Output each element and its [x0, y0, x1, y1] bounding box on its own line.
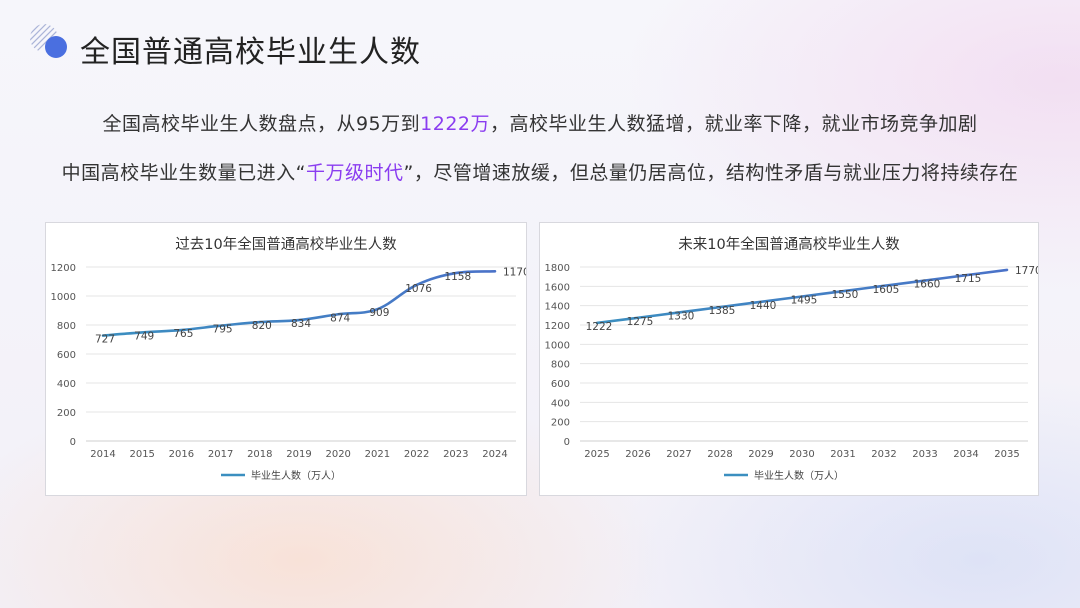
data-label: 1222	[586, 321, 613, 333]
data-point	[1006, 269, 1009, 272]
intro-line-2-highlight: 千万级时代	[305, 162, 404, 184]
data-label: 727	[95, 334, 115, 346]
x-tick-label: 2028	[707, 449, 732, 460]
y-tick-label: 200	[57, 408, 76, 419]
y-tick-label: 400	[551, 398, 570, 409]
intro-line-1-highlight: 1222万	[420, 113, 491, 135]
y-tick-label: 1000	[51, 292, 76, 303]
data-label: 1330	[668, 310, 695, 322]
data-label: 1550	[832, 289, 859, 301]
y-tick-label: 1200	[51, 263, 76, 274]
intro-line-2: 中国高校毕业生数量已进入“千万级时代”，尽管增速放缓，但总量仍居高位，结构性矛盾…	[0, 158, 1080, 185]
data-label: 1715	[955, 273, 982, 285]
legend-label: 毕业生人数（万人）	[251, 469, 341, 482]
intro-line-1: 全国高校毕业生人数盘点，从95万到1222万，高校毕业生人数猛增，就业率下降，就…	[0, 109, 1080, 136]
data-label: 874	[330, 312, 350, 324]
x-tick-label: 2018	[247, 449, 272, 460]
x-tick-label: 2019	[286, 449, 311, 460]
data-label: 1275	[627, 316, 654, 328]
x-tick-label: 2029	[748, 449, 773, 460]
y-tick-label: 600	[57, 350, 76, 361]
y-tick-label: 800	[57, 321, 76, 332]
x-tick-label: 2015	[129, 449, 154, 460]
title-decoration-icon	[30, 24, 67, 58]
y-tick-label: 1600	[545, 282, 570, 293]
x-tick-label: 2033	[912, 449, 937, 460]
x-tick-label: 2023	[443, 449, 468, 460]
y-tick-label: 1000	[545, 340, 570, 351]
x-tick-label: 2025	[584, 449, 609, 460]
y-tick-label: 1400	[545, 302, 570, 313]
y-tick-label: 400	[57, 379, 76, 390]
intro-line-1-text-before: 全国高校毕业生人数盘点，从95万到	[102, 113, 421, 135]
x-tick-label: 2026	[625, 449, 650, 460]
x-tick-label: 2020	[325, 449, 350, 460]
x-tick-label: 2032	[871, 449, 896, 460]
data-label: 1158	[444, 271, 471, 283]
chart-card-future: 未来10年全国普通高校毕业生人数 0 200 400 600 800 1000 1200 140…	[539, 222, 1039, 496]
x-tick-label: 2035	[994, 449, 1019, 460]
data-label: 1660	[914, 279, 941, 291]
data-label: 1385	[709, 305, 736, 317]
data-label: 1605	[873, 284, 900, 296]
y-tick-label: 600	[551, 379, 570, 390]
series-line	[595, 268, 1009, 325]
data-label: 749	[134, 330, 154, 342]
x-tick-label: 2024	[482, 449, 507, 460]
x-tick-label: 2030	[789, 449, 814, 460]
chart-title: 过去10年全国普通高校毕业生人数	[175, 235, 397, 253]
data-label: 795	[213, 324, 233, 336]
data-label: 1495	[791, 294, 818, 306]
x-tick-label: 2017	[208, 449, 233, 460]
data-label: 1076	[405, 283, 432, 295]
data-label: 1770	[1015, 265, 1038, 277]
data-label: 1170	[503, 266, 526, 278]
data-label: 820	[252, 320, 272, 332]
data-label: 834	[291, 318, 311, 330]
x-tick-label: 2014	[90, 449, 115, 460]
x-tick-label: 2022	[404, 449, 429, 460]
chart-card-past: 过去10年全国普通高校毕业生人数 0 200 400 600 800 1000 1200 201…	[45, 222, 527, 496]
data-label: 765	[173, 328, 193, 340]
series-line	[101, 270, 497, 337]
data-point	[494, 270, 497, 273]
y-tick-label: 0	[564, 437, 570, 448]
x-tick-label: 2016	[169, 449, 194, 460]
x-tick-label: 2021	[365, 449, 390, 460]
x-tick-label: 2031	[830, 449, 855, 460]
chart-title: 未来10年全国普通高校毕业生人数	[678, 235, 900, 253]
y-tick-label: 0	[70, 437, 76, 448]
y-tick-label: 200	[551, 418, 570, 429]
legend-label: 毕业生人数（万人）	[754, 469, 844, 482]
y-tick-label: 1200	[545, 321, 570, 332]
intro-line-2-text-after: ”，尽管增速放缓，但总量仍居高位，结构性矛盾与就业压力将持续存在	[403, 162, 1019, 184]
x-tick-label: 2034	[953, 449, 978, 460]
page-title: 全国普通高校毕业生人数	[80, 35, 421, 70]
title-area: 全国普通高校毕业生人数	[28, 20, 628, 72]
data-label: 1440	[750, 300, 777, 312]
chart-future-svg: 未来10年全国普通高校毕业生人数 0 200 400 600 800 1000 1200 140…	[545, 235, 1038, 482]
y-tick-label: 1800	[545, 263, 570, 274]
x-tick-label: 2027	[666, 449, 691, 460]
chart-past-svg: 过去10年全国普通高校毕业生人数 0 200 400 600 800 1000 1200 201…	[51, 235, 526, 482]
y-tick-label: 800	[551, 360, 570, 371]
intro-line-2-text-before: 中国高校毕业生数量已进入“	[61, 162, 306, 184]
data-label: 909	[369, 307, 389, 319]
intro-line-1-text-after: ，高校毕业生人数猛增，就业率下降，就业市场竞争加剧	[490, 113, 978, 135]
